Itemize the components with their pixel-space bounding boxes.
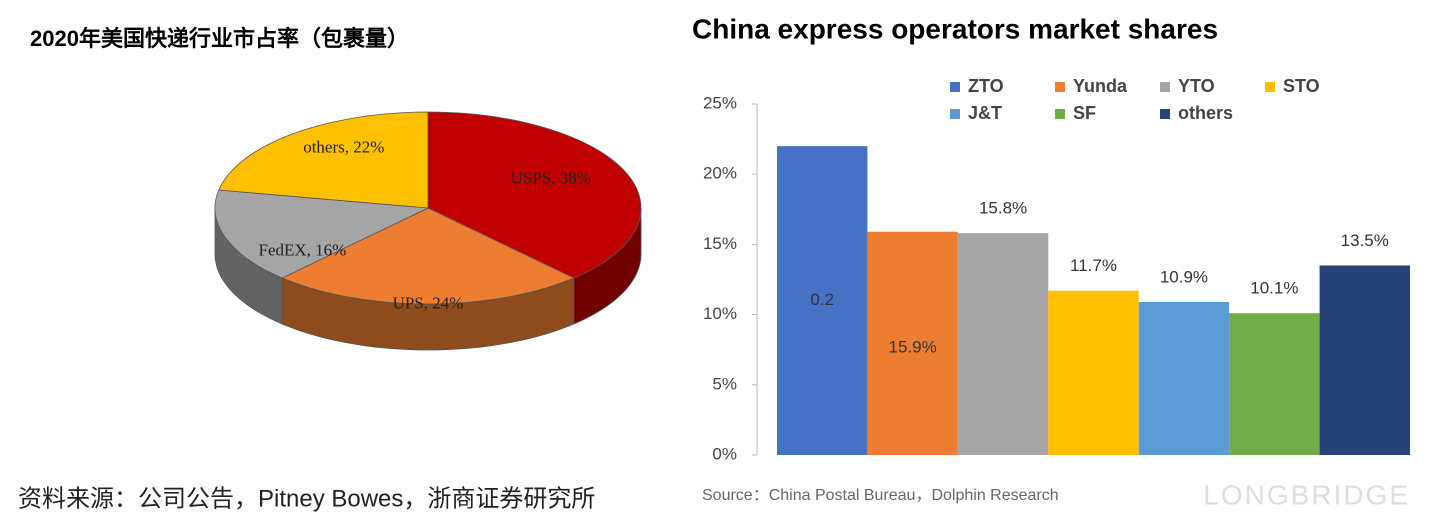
y-tick-label: 5% xyxy=(712,374,737,393)
bar xyxy=(1229,313,1320,455)
bar-value-label: 15.9% xyxy=(889,337,937,356)
y-tick-label: 25% xyxy=(703,93,737,112)
bar-value-label: 15.8% xyxy=(979,199,1027,218)
bar-source: Source：China Postal Bureau，Dolphin Resea… xyxy=(702,487,1059,504)
pie-label: others, 22% xyxy=(303,138,384,157)
legend-label: J&T xyxy=(968,103,1002,123)
y-tick-label: 15% xyxy=(703,234,737,253)
bar-value-label: 13.5% xyxy=(1341,231,1389,250)
legend-swatch xyxy=(950,82,960,92)
pie-slice xyxy=(218,111,429,209)
pie-slice xyxy=(281,207,575,305)
bar xyxy=(957,233,1049,455)
legend-label: SF xyxy=(1073,103,1096,123)
bar-value-label: 11.7% xyxy=(1070,256,1117,275)
y-tick-label: 10% xyxy=(703,304,737,323)
bar xyxy=(777,146,868,455)
bar-value-label: 10.1% xyxy=(1250,279,1298,298)
pie-label: FedEX, 16% xyxy=(258,241,346,260)
bar-value-label: 10.9% xyxy=(1160,267,1208,286)
legend-label: ZTO xyxy=(968,76,1004,96)
legend-swatch xyxy=(1160,109,1170,119)
bar-title: China express operators market shares xyxy=(692,13,1218,44)
legend-swatch xyxy=(1055,109,1065,119)
pie-slice xyxy=(427,111,642,279)
watermark: LONGBRIDGE xyxy=(1203,479,1410,510)
legend-label: STO xyxy=(1283,76,1320,96)
legend-label: Yunda xyxy=(1073,76,1128,96)
y-tick-label: 20% xyxy=(703,164,737,183)
pie-label: UPS, 24% xyxy=(393,294,464,313)
pie-source: 资料来源：公司公告，Pitney Bowes，浙商证券研究所 xyxy=(18,485,595,512)
bar xyxy=(1138,301,1230,455)
legend-label: YTO xyxy=(1178,76,1215,96)
legend-swatch xyxy=(1160,82,1170,92)
legend-label: others xyxy=(1178,103,1233,123)
pie-slice xyxy=(214,189,430,279)
legend-swatch xyxy=(950,109,960,119)
legend-swatch xyxy=(1265,82,1275,92)
legend-swatch xyxy=(1055,82,1065,92)
pie-label: USPS, 38% xyxy=(511,169,591,188)
bar-value-label: 0.2 xyxy=(810,290,834,309)
bar xyxy=(1048,290,1139,455)
pie-title: 2020年美国快递行业市占率（包裹量） xyxy=(30,26,409,51)
y-tick-label: 0% xyxy=(712,444,737,463)
bar xyxy=(1319,265,1410,455)
bar xyxy=(867,231,958,455)
